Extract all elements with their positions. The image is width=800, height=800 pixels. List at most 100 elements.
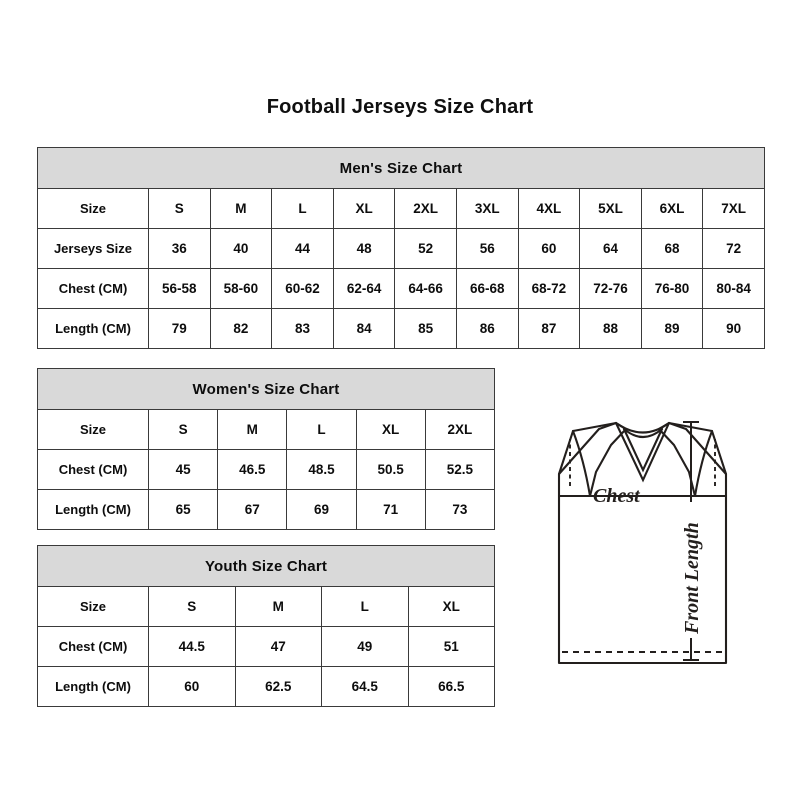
womens-size-chart-table: Women's Size Chart Size S M L XL 2XL Che…: [36, 368, 496, 530]
chest-label: Chest: [593, 485, 641, 507]
youth-cell-1-2: 64.5: [321, 666, 409, 707]
vneck-outer-line: [614, 421, 671, 483]
womens-cell-1-4: 73: [424, 489, 496, 530]
womens-cell-0-1: 46.5: [217, 449, 288, 490]
youth-cell-1-1: 62.5: [234, 666, 322, 707]
mens-cell-0-5: 56: [455, 228, 519, 269]
womens-size-col-3: XL: [355, 409, 426, 450]
youth-row-label-0: Chest (CM): [37, 626, 149, 667]
table-row: Chest (CM) 45 46.5 48.5 50.5 52.5: [37, 449, 496, 490]
table-row: Length (CM) 79 82 83 84 85 86 87 88 89 9…: [37, 308, 765, 349]
mens-cell-0-3: 48: [332, 228, 396, 269]
womens-size-col-2: L: [286, 409, 357, 450]
womens-cell-0-4: 52.5: [424, 449, 496, 490]
youth-cell-0-3: 51: [407, 626, 496, 667]
mens-cell-1-9: 80-84: [702, 268, 765, 309]
mens-cell-0-8: 68: [640, 228, 704, 269]
table-row: Size S M L XL: [37, 586, 496, 627]
right-shoulder-seam: [693, 429, 714, 498]
youth-cell-0-2: 49: [321, 626, 409, 667]
youth-cell-1-3: 66.5: [407, 666, 496, 707]
mens-cell-0-0: 36: [148, 228, 211, 269]
mens-size-col-3: XL: [332, 188, 396, 229]
mens-size-col-2: L: [271, 188, 334, 229]
mens-size-col-6: 4XL: [517, 188, 581, 229]
table-row: Jerseys Size 36 40 44 48 52 56 60 64 68 …: [37, 228, 765, 269]
table-row: Size S M L XL 2XL 3XL 4XL 5XL 6XL 7XL: [37, 188, 765, 229]
womens-cell-0-0: 45: [147, 449, 219, 490]
womens-row-label-0: Chest (CM): [37, 449, 149, 490]
mens-size-col-4: 2XL: [394, 188, 457, 229]
youth-table-title: Youth Size Chart: [36, 545, 496, 587]
womens-cell-1-2: 69: [286, 489, 357, 530]
vneck-inner-line: [622, 427, 664, 473]
mens-cell-0-7: 64: [579, 228, 642, 269]
right-sleeve-shape: [657, 421, 728, 498]
youth-size-col-0: S: [148, 586, 236, 627]
mens-cell-1-0: 56-58: [148, 268, 211, 309]
youth-size-col-2: L: [321, 586, 409, 627]
mens-cell-1-6: 68-72: [517, 268, 581, 309]
table-header-band-row: Youth Size Chart: [36, 545, 496, 587]
mens-table-title: Men's Size Chart: [37, 147, 765, 189]
mens-cell-2-6: 87: [517, 308, 581, 349]
mens-row-label-1: Chest (CM): [37, 268, 149, 309]
mens-cell-2-9: 90: [702, 308, 765, 349]
mens-size-col-8: 6XL: [640, 188, 704, 229]
table-row: Chest (CM) 56-58 58-60 60-62 62-64 64-66…: [37, 268, 765, 309]
left-shoulder-seam: [571, 429, 592, 498]
youth-cell-1-0: 60: [148, 666, 236, 707]
womens-size-col-1: M: [217, 409, 288, 450]
youth-row-label-1: Length (CM): [37, 666, 149, 707]
mens-size-col-5: 3XL: [455, 188, 519, 229]
mens-cell-1-7: 72-76: [579, 268, 642, 309]
womens-row-label-1: Length (CM): [37, 489, 149, 530]
womens-size-col-0: S: [147, 409, 219, 450]
mens-cell-1-1: 58-60: [209, 268, 273, 309]
mens-cell-2-8: 89: [640, 308, 704, 349]
mens-cell-1-2: 60-62: [271, 268, 334, 309]
table-row: Size S M L XL 2XL: [37, 409, 496, 450]
mens-size-label: Size: [37, 188, 149, 229]
mens-cell-0-2: 44: [271, 228, 334, 269]
mens-row-label-0: Jerseys Size: [37, 228, 149, 269]
womens-cell-1-0: 65: [147, 489, 219, 530]
vneck-inner-band: [622, 427, 664, 439]
table-row: Length (CM) 65 67 69 71 73: [37, 489, 496, 530]
vneck-top-band: [614, 421, 671, 434]
youth-cell-0-1: 47: [234, 626, 322, 667]
mens-size-col-7: 5XL: [579, 188, 642, 229]
mens-cell-2-5: 86: [455, 308, 519, 349]
womens-cell-1-1: 67: [217, 489, 288, 530]
front-length-label: Front Length: [681, 522, 703, 635]
mens-cell-2-3: 84: [332, 308, 396, 349]
womens-cell-0-3: 50.5: [355, 449, 426, 490]
jersey-measurement-diagram: Chest Front Length: [498, 398, 788, 698]
womens-size-col-4: 2XL: [424, 409, 496, 450]
right-shoulder-edge: [667, 421, 728, 476]
womens-cell-0-2: 48.5: [286, 449, 357, 490]
mens-cell-1-4: 64-66: [394, 268, 457, 309]
mens-cell-2-2: 83: [271, 308, 334, 349]
mens-cell-0-4: 52: [394, 228, 457, 269]
womens-table-title: Women's Size Chart: [36, 368, 496, 410]
table-row: Chest (CM) 44.5 47 49 51: [37, 626, 496, 667]
mens-size-col-0: S: [148, 188, 211, 229]
womens-cell-1-3: 71: [355, 489, 426, 530]
mens-cell-2-1: 82: [209, 308, 273, 349]
mens-size-col-9: 7XL: [702, 188, 765, 229]
mens-size-col-1: M: [209, 188, 273, 229]
table-header-band-row: Women's Size Chart: [36, 368, 496, 410]
youth-size-label: Size: [37, 586, 149, 627]
youth-size-col-3: XL: [407, 586, 496, 627]
mens-row-label-2: Length (CM): [37, 308, 149, 349]
mens-cell-1-3: 62-64: [332, 268, 396, 309]
mens-cell-0-6: 60: [517, 228, 581, 269]
mens-cell-0-1: 40: [209, 228, 273, 269]
left-shoulder-edge: [557, 421, 618, 476]
mens-cell-1-5: 66-68: [455, 268, 519, 309]
mens-size-chart-table: Men's Size Chart Size S M L XL 2XL 3XL 4…: [37, 147, 765, 349]
page-title: Football Jerseys Size Chart: [266, 96, 534, 118]
youth-size-chart-table: Youth Size Chart Size S M L XL Chest (CM…: [36, 545, 496, 707]
womens-size-label: Size: [37, 409, 149, 450]
